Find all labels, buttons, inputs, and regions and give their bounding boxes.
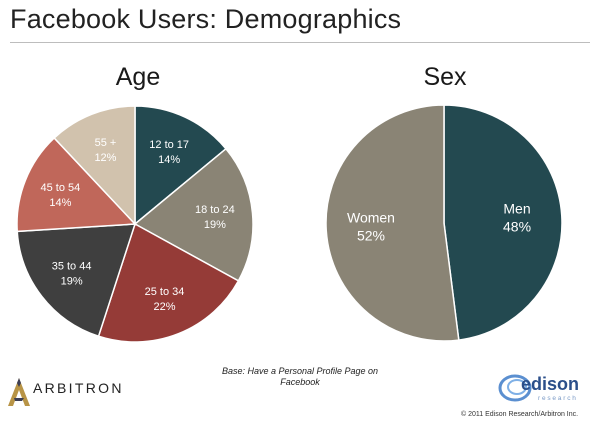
age-label-35-to-44: 35 to 44 19% (52, 261, 92, 288)
edison-subtitle: research (538, 395, 578, 402)
edison-logo: edison research (497, 368, 587, 408)
age-label-45-to-54: 45 to 54 14% (41, 182, 81, 209)
edison-wordmark: edison (521, 374, 580, 394)
age-slice-45-to-54 (16, 136, 137, 233)
age-pie-chart: 12 to 17 14% 18 to 24 19% 25 to 34 22% 35 to 4… (16, 105, 254, 343)
age-label-55: 55 +12% (94, 137, 116, 164)
sex-slice-women (325, 104, 460, 342)
sex-label-women: Women 52% (347, 210, 395, 244)
sex-slice-men (443, 104, 563, 341)
slide-title: Facebook Users: Demographics (10, 4, 402, 34)
base-note: Base: Have a Personal Profile Page on Fa… (221, 366, 379, 387)
sex-pie-chart: Men 48% Women 52% (325, 104, 563, 342)
age-slice-25-to-34 (97, 222, 240, 343)
age-slice-18-to-24 (133, 147, 254, 282)
age-label-25-to-34: 25 to 34 22% (145, 286, 185, 313)
edison-swirl-icon (498, 374, 532, 402)
age-chart-title: Age (115, 63, 161, 91)
arbitron-mark-icon (8, 378, 30, 406)
arbitron-logo: ARBITRON (6, 376, 136, 410)
age-slice-12-to-17 (134, 105, 227, 226)
age-label-18-to-24: 18 to 24 19% (195, 204, 235, 231)
copyright-notice: © 2011 Edison Research/Arbitron Inc. (461, 411, 579, 418)
title-divider (10, 42, 590, 43)
sex-chart-title: Sex (423, 63, 467, 91)
sex-label-men: Men 48% (503, 200, 531, 234)
age-label-12-to-17: 12 to 17 14% (149, 139, 189, 166)
age-slice-55 (53, 105, 136, 226)
age-slice-35-to-44 (16, 223, 137, 338)
arbitron-wordmark: ARBITRON (33, 380, 124, 396)
